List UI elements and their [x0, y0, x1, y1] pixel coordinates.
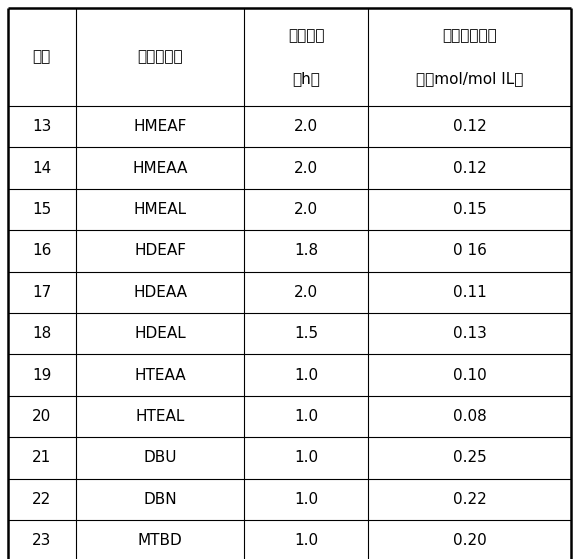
Text: HMEAA: HMEAA: [133, 160, 188, 176]
Text: DBU: DBU: [143, 451, 177, 466]
Text: 0.12: 0.12: [453, 119, 486, 134]
Text: 0.11: 0.11: [453, 285, 486, 300]
Text: 20: 20: [32, 409, 52, 424]
Text: HTEAL: HTEAL: [135, 409, 185, 424]
Text: 17: 17: [32, 285, 52, 300]
Text: 0.13: 0.13: [453, 326, 486, 341]
Text: 2.0: 2.0: [294, 119, 318, 134]
Text: 23: 23: [32, 533, 52, 548]
Text: 0.10: 0.10: [453, 368, 486, 382]
Text: 1.0: 1.0: [294, 409, 318, 424]
Text: 0.12: 0.12: [453, 160, 486, 176]
Text: 18: 18: [32, 326, 52, 341]
Text: 15: 15: [32, 202, 52, 217]
Text: 1.0: 1.0: [294, 451, 318, 466]
Text: HTEAA: HTEAA: [134, 368, 186, 382]
Text: 量（mol/mol IL）: 量（mol/mol IL）: [416, 71, 523, 86]
Text: 序号: 序号: [32, 50, 51, 64]
Text: 2.0: 2.0: [294, 285, 318, 300]
Text: 0 16: 0 16: [453, 243, 486, 258]
Text: 19: 19: [32, 368, 52, 382]
Text: 1.5: 1.5: [294, 326, 318, 341]
Text: 二氧化碳吸收: 二氧化碳吸收: [442, 28, 497, 43]
Text: 22: 22: [32, 492, 52, 507]
Text: 1.8: 1.8: [294, 243, 318, 258]
Text: 14: 14: [32, 160, 52, 176]
Text: 2.0: 2.0: [294, 202, 318, 217]
Text: HMEAF: HMEAF: [133, 119, 186, 134]
Text: 吸收剂种类: 吸收剂种类: [137, 50, 183, 64]
Text: （h）: （h）: [292, 71, 320, 86]
Text: 16: 16: [32, 243, 52, 258]
Text: 1.0: 1.0: [294, 492, 318, 507]
Text: 0.20: 0.20: [453, 533, 486, 548]
Text: 21: 21: [32, 451, 52, 466]
Text: 13: 13: [32, 119, 52, 134]
Text: 1.0: 1.0: [294, 368, 318, 382]
Text: 吸收时间: 吸收时间: [288, 28, 325, 43]
Text: HMEAL: HMEAL: [133, 202, 186, 217]
Text: 1.0: 1.0: [294, 533, 318, 548]
Text: MTBD: MTBD: [138, 533, 182, 548]
Text: 2.0: 2.0: [294, 160, 318, 176]
Text: HDEAL: HDEAL: [134, 326, 186, 341]
Text: 0.15: 0.15: [453, 202, 486, 217]
Text: 0.22: 0.22: [453, 492, 486, 507]
Text: HDEAA: HDEAA: [133, 285, 187, 300]
Text: HDEAF: HDEAF: [134, 243, 186, 258]
Text: 0.25: 0.25: [453, 451, 486, 466]
Text: 0.08: 0.08: [453, 409, 486, 424]
Text: DBN: DBN: [143, 492, 177, 507]
